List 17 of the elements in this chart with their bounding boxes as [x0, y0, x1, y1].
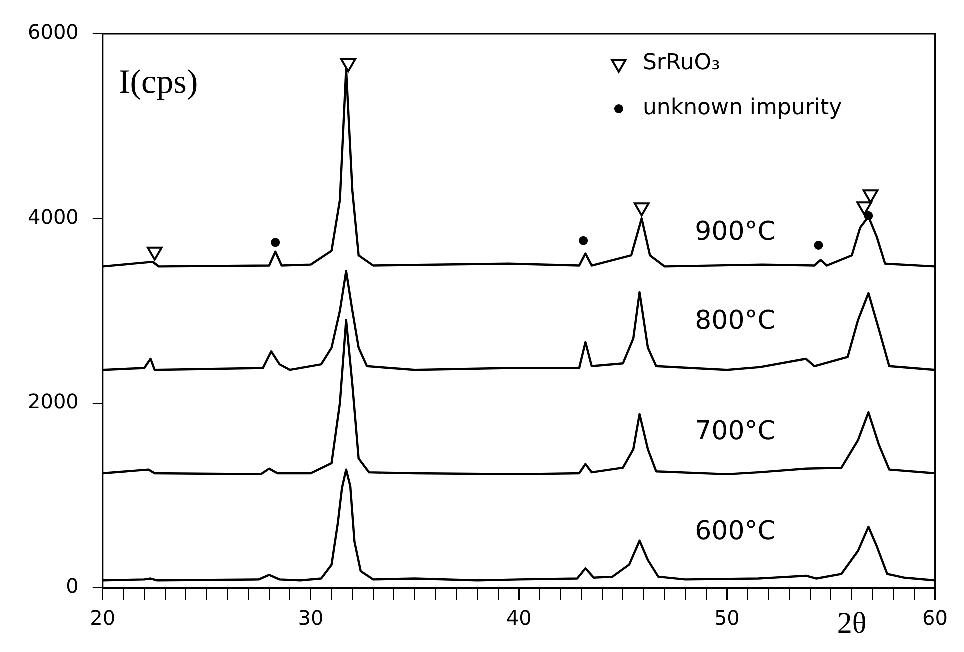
- y-axis-title: I(cps): [118, 64, 198, 101]
- annotation: 800°C: [695, 306, 776, 336]
- y-tick-label: 4000: [28, 204, 79, 229]
- legend-label: unknown impurity: [642, 96, 842, 121]
- legend-label: SrRuO₃: [642, 50, 720, 76]
- x-tick-label: 30: [298, 606, 324, 630]
- annotation: 700°C: [695, 416, 776, 447]
- y-tick-label: 0: [66, 574, 79, 598]
- x-axis-title: 2θ: [837, 606, 867, 640]
- x-tick-label: 40: [506, 606, 532, 630]
- x-tick-label: 60: [922, 606, 948, 630]
- y-tick-label: 6000: [28, 20, 79, 44]
- x-tick-label: 50: [714, 606, 740, 630]
- annotation: 600°C: [695, 516, 776, 546]
- annotation: 900°C: [695, 217, 776, 248]
- y-tick-label: 2000: [28, 390, 79, 414]
- x-tick-label: 20: [90, 606, 116, 630]
